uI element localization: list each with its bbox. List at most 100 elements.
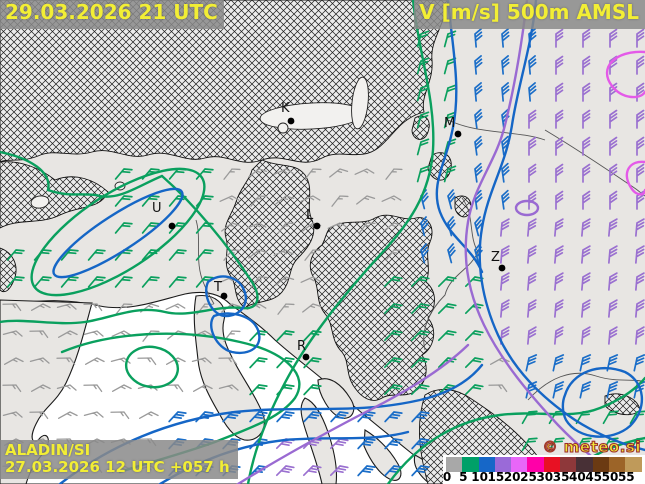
wind-barb (633, 354, 645, 372)
wind-barb (83, 411, 104, 418)
wind-barb (500, 272, 510, 291)
wind-barb (273, 249, 294, 256)
wind-barb (501, 189, 510, 210)
city-dot-l (313, 222, 321, 230)
wind-barb (249, 384, 268, 396)
color-scale-legend: 0 5 10 15 20 25 30 35 40 45 50 55 (443, 455, 645, 484)
legend-swatches (446, 457, 642, 472)
wind-barb (195, 276, 214, 288)
wind-barb (464, 357, 484, 369)
isotach-contour-purple (464, 0, 627, 484)
wind-barb (636, 82, 645, 102)
city-dot-m (454, 130, 462, 138)
wind-barb (300, 276, 321, 283)
wind-barb (500, 326, 510, 345)
wind-barb (275, 276, 295, 286)
legend-swatch-35 (560, 457, 577, 472)
valid-time-label: 29.03.2026 21 UTC (0, 0, 224, 29)
city-label-t: T (213, 280, 222, 295)
wind-barb (554, 299, 564, 318)
wind-barb (609, 163, 618, 183)
wind-barb (527, 218, 537, 237)
wind-barb (411, 411, 430, 423)
wind-barb (528, 190, 537, 210)
wind-barb (218, 384, 239, 391)
wind-barb (635, 245, 645, 264)
legend-swatch-0 (446, 457, 463, 472)
wind-barb (555, 55, 564, 75)
isotach-contour-green (124, 345, 180, 389)
wind-barb (192, 384, 213, 392)
wind-barb (420, 243, 429, 264)
wind-barb (114, 222, 133, 234)
wind-barb (528, 82, 537, 102)
wind-barb (582, 55, 591, 75)
wind-barb (6, 249, 25, 261)
wind-barb (357, 465, 376, 477)
wind-barb (29, 357, 50, 364)
legend-value-45: 45 (585, 470, 603, 484)
wind-barb (447, 189, 456, 210)
wind-barb (636, 163, 645, 183)
wind-barb (501, 135, 510, 156)
wind-barb (168, 276, 187, 288)
valley-area (277, 122, 289, 134)
wind-barb (474, 243, 483, 264)
city-dot-k (287, 117, 295, 125)
legend-value-15: 15 (487, 470, 505, 484)
wind-barb (636, 28, 645, 48)
isotach-contour-green (30, 167, 206, 297)
wind-barb (554, 245, 564, 264)
wind-barb (384, 438, 403, 450)
wind-barb (608, 299, 618, 318)
wind-barb (608, 326, 618, 345)
wind-barb (608, 272, 618, 291)
wind-barb (582, 82, 591, 102)
city-label-u: U (152, 201, 162, 216)
isotach-contour-blue (561, 367, 644, 438)
legend-value-55: 55 (617, 470, 635, 484)
wind-barb (501, 108, 510, 129)
city-dot-t (220, 292, 228, 300)
wind-barb (437, 276, 457, 288)
wind-barb (141, 222, 160, 234)
wind-barb (608, 218, 618, 237)
wind-barb (2, 330, 23, 337)
legend-swatch-5 (462, 457, 479, 472)
isotach-contour-magenta (625, 160, 645, 196)
wind-barb (246, 222, 267, 229)
wind-barb (383, 357, 403, 369)
wind-barb (115, 303, 133, 315)
isotach-contour-green (246, 0, 435, 484)
wind-barb (474, 162, 483, 183)
legend-values: 0 5 10 15 20 25 30 35 40 45 50 55 (443, 471, 645, 484)
wind-barb (582, 190, 591, 210)
wind-barb (250, 195, 268, 207)
wind-barb (579, 354, 592, 372)
wind-barb (2, 384, 22, 393)
wind-barb (416, 111, 430, 129)
wind-barb (464, 330, 484, 342)
masked-terrain (0, 247, 17, 293)
city-label-m: M (444, 116, 455, 131)
wind-barb (141, 276, 160, 288)
wind-barb (383, 384, 403, 396)
wind-barb (83, 330, 104, 337)
isotach-contour-green (0, 150, 50, 192)
isotach-contour-blue (205, 275, 247, 318)
wind-barb (501, 28, 510, 48)
wind-barb (195, 249, 214, 261)
wind-barb (87, 249, 106, 261)
isotach-contour-green (0, 174, 259, 325)
wind-barb (275, 465, 295, 477)
wind-barb (165, 303, 186, 310)
isotach-contour-purple (236, 343, 470, 484)
wind-barb (300, 195, 321, 202)
wind-barb (635, 299, 645, 318)
wind-barb (276, 411, 295, 423)
city-label-k: K (281, 101, 290, 116)
wind-barb (609, 28, 618, 48)
wind-barb (555, 136, 564, 156)
legend-swatch-10 (478, 457, 495, 472)
legend-value-35: 35 (552, 470, 570, 484)
